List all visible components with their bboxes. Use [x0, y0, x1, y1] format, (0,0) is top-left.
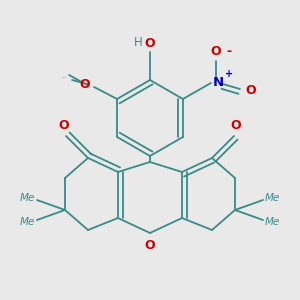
- Text: -: -: [226, 44, 231, 58]
- Text: O: O: [145, 37, 155, 50]
- Text: O: O: [231, 119, 241, 132]
- Text: O: O: [59, 119, 69, 132]
- Text: O: O: [245, 83, 256, 97]
- Text: Me: Me: [265, 217, 280, 227]
- Text: N: N: [213, 76, 224, 88]
- Text: Me: Me: [20, 193, 35, 203]
- Text: O: O: [211, 45, 221, 58]
- Text: Me: Me: [20, 217, 35, 227]
- Text: +: +: [225, 69, 233, 79]
- Text: methoxy: methoxy: [62, 76, 68, 78]
- Text: Me: Me: [265, 193, 280, 203]
- Text: H: H: [134, 35, 142, 49]
- Text: O: O: [80, 79, 90, 92]
- Text: O: O: [145, 239, 155, 252]
